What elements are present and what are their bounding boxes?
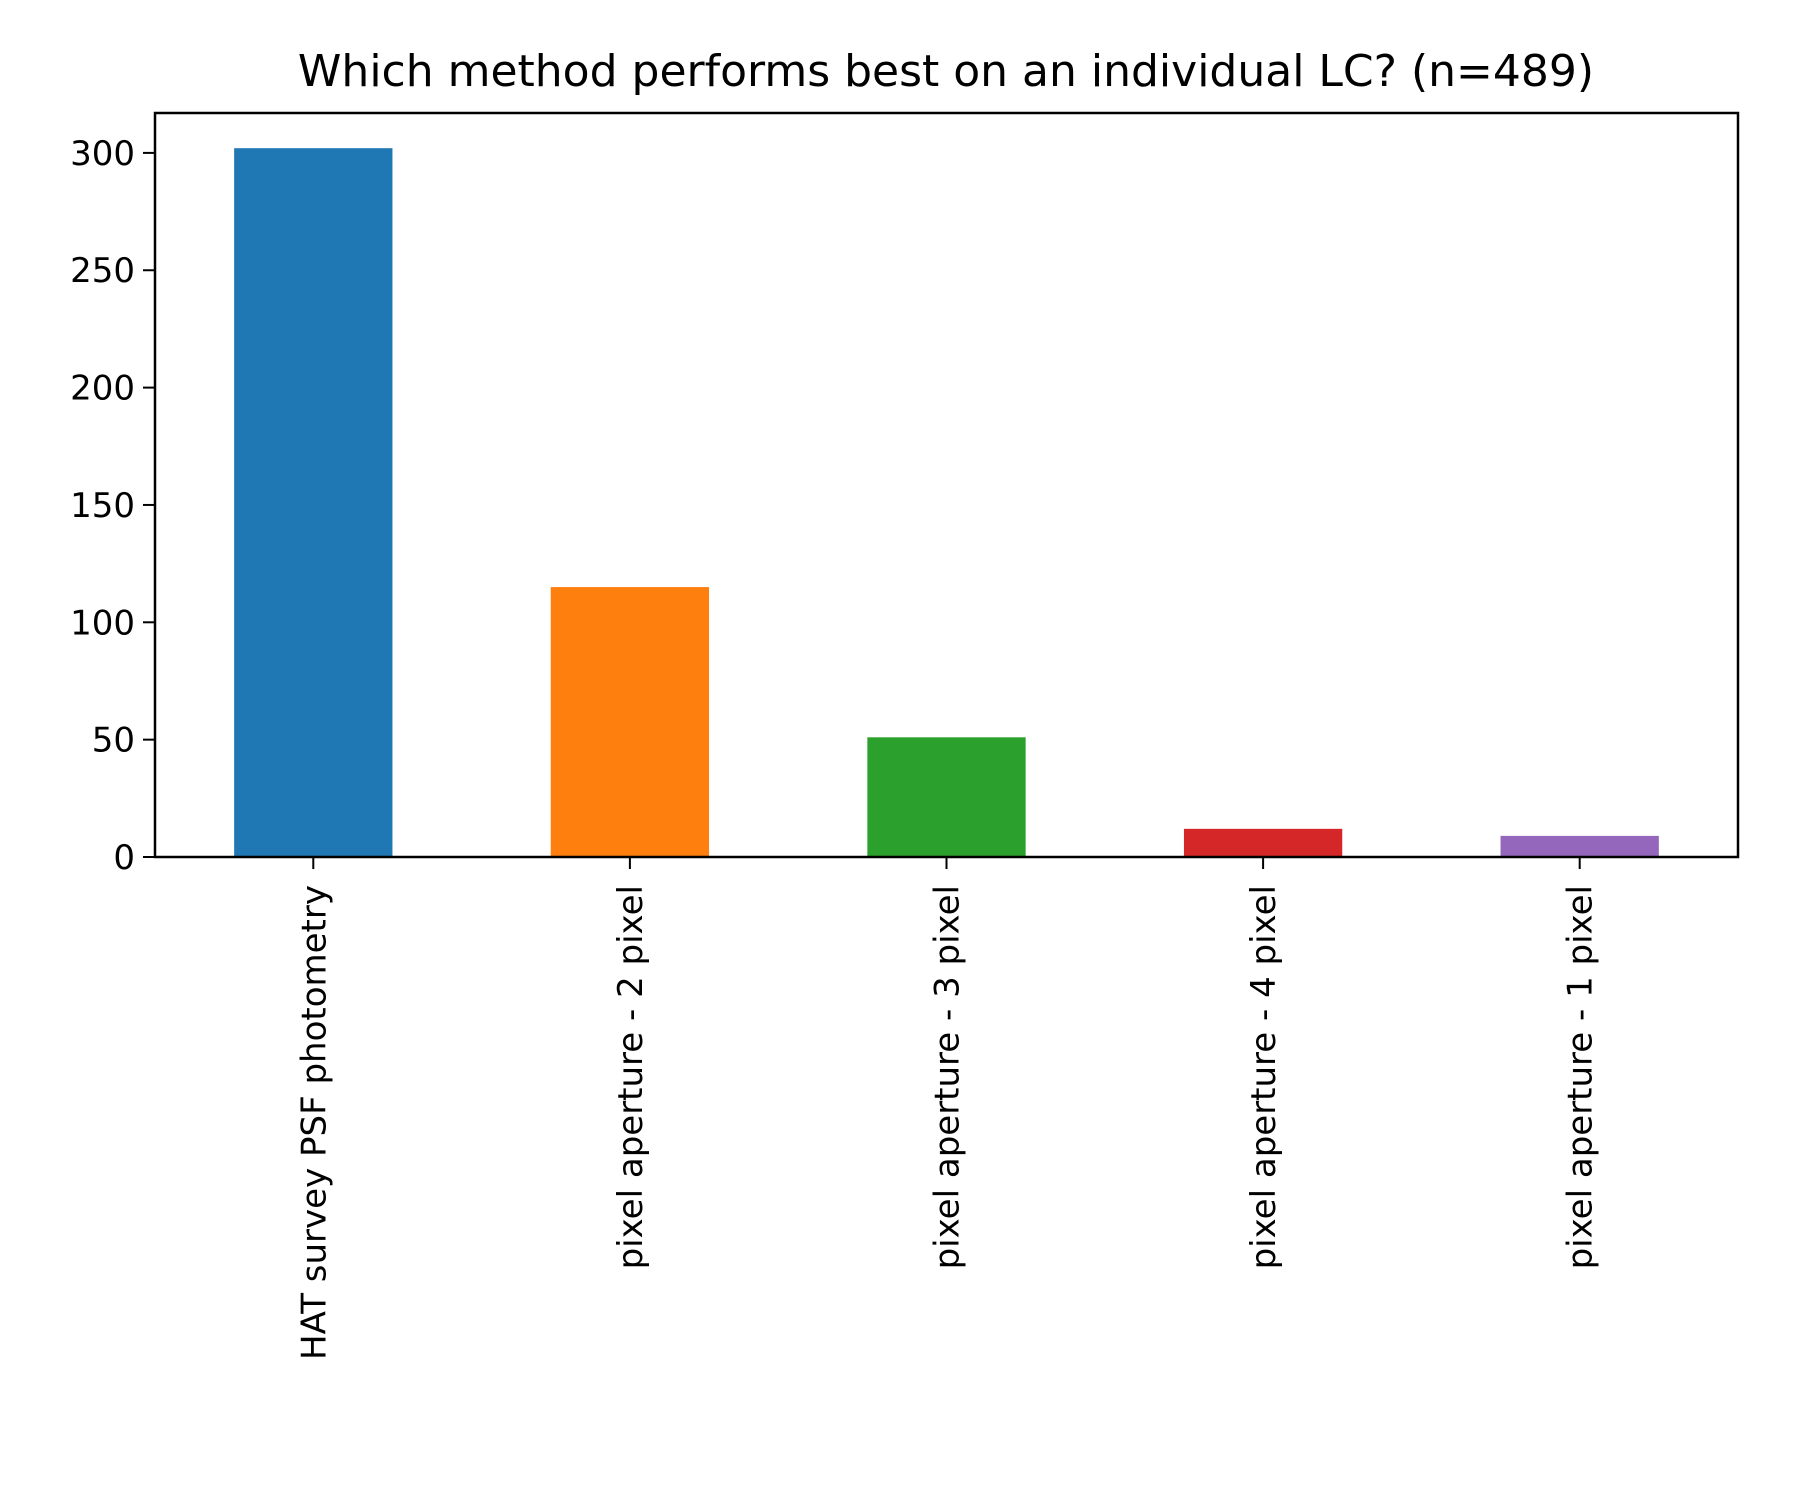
y-tick-label-300: 300 <box>70 134 135 174</box>
y-tick-label-250: 250 <box>70 251 135 291</box>
x-tick-label-5: pixel aperture - 1 pixel <box>1561 885 1601 1269</box>
y-tick-label-50: 50 <box>92 721 135 761</box>
x-axis: HAT survey PSF photometry pixel aperture … <box>294 857 1601 1360</box>
y-tick-label-100: 100 <box>70 603 135 643</box>
bar-2 <box>550 587 710 857</box>
y-tick-label-150: 150 <box>70 486 135 526</box>
x-tick-label-3: pixel aperture - 3 pixel <box>928 885 968 1269</box>
bar-4 <box>1183 828 1343 857</box>
y-axis: 0 50 100 150 200 250 300 <box>70 134 155 878</box>
bars-group <box>234 148 1659 857</box>
y-tick-label-200: 200 <box>70 369 135 409</box>
chart-title: Which method performs best on an individ… <box>298 46 1594 97</box>
y-tick-label-0: 0 <box>113 838 135 878</box>
bar-3 <box>867 737 1026 857</box>
x-tick-label-2: pixel aperture - 2 pixel <box>611 885 651 1269</box>
x-tick-label-4: pixel aperture - 4 pixel <box>1244 885 1284 1269</box>
x-tick-label-1: HAT survey PSF photometry <box>294 885 334 1360</box>
bar-5 <box>1500 835 1659 857</box>
plot-frame <box>153 111 1740 859</box>
bar-1 <box>234 148 393 857</box>
